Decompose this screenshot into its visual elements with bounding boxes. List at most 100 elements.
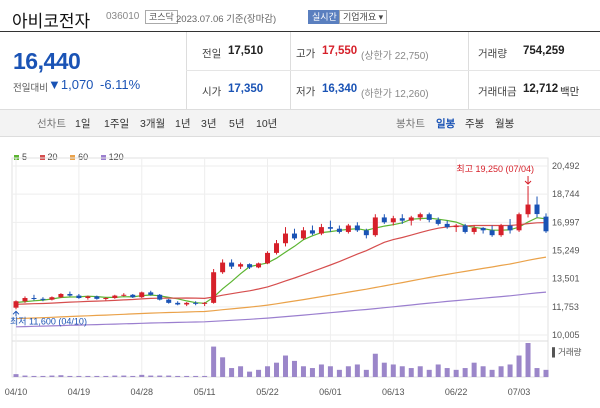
volume-label: ▌거래량: [552, 347, 582, 358]
candle-body: [256, 263, 262, 268]
candle-body: [211, 272, 217, 303]
volume-bar: [363, 369, 369, 377]
volume-bar: [184, 375, 190, 377]
candle-body: [417, 214, 423, 218]
volume-bar: [40, 375, 46, 377]
ma60-line: [15, 256, 547, 320]
period-5y[interactable]: 5년: [229, 118, 245, 130]
min-price-annotation: 최저 11,600 (04/10): [10, 316, 87, 326]
market-badge: 코스닥: [145, 10, 178, 24]
volume-bar: [265, 366, 271, 377]
candle-body: [238, 264, 244, 267]
candle-body: [94, 296, 100, 299]
candle-body: [336, 228, 342, 232]
period-3y[interactable]: 3년: [201, 118, 217, 130]
candle-body: [444, 223, 450, 228]
candle-body: [525, 204, 531, 215]
trade-amount-value: 12,712: [523, 83, 559, 95]
candle-body: [534, 204, 540, 215]
candle-body: [247, 264, 253, 268]
change-value: ▼1,070: [48, 77, 94, 92]
volume-bar: [58, 375, 64, 377]
candle-monthly[interactable]: 월봉: [495, 118, 515, 130]
period-1y[interactable]: 1년: [175, 118, 191, 130]
divider: [186, 70, 600, 71]
y-tick-label: 11,753: [552, 302, 579, 312]
candle-body: [399, 218, 405, 221]
candle-body: [282, 233, 288, 244]
period-bar: [0, 109, 600, 137]
candle-body: [175, 302, 181, 305]
volume-bar: [193, 375, 199, 377]
prev-close-value: 17,510: [228, 45, 264, 57]
x-tick-label: 06/01: [319, 387, 342, 397]
candle-body: [103, 298, 109, 300]
volume-bar: [318, 364, 324, 377]
candle-body: [372, 217, 378, 236]
candle-body: [300, 230, 306, 239]
price-chart[interactable]: 20,492 18,744 16,997 15,249 13,501 11,753 10,0…: [0, 145, 600, 408]
x-tick-label: 04/28: [130, 387, 153, 397]
open-label: 시가: [202, 86, 222, 98]
volume-bar: [247, 371, 253, 377]
prev-close-label: 전일: [202, 48, 222, 60]
period-1d[interactable]: 1일: [75, 118, 91, 130]
candle-body: [121, 294, 127, 296]
volume-bar: [435, 364, 441, 377]
volume-bar: [202, 375, 208, 377]
volume-bar: [31, 375, 37, 377]
candle-body: [67, 293, 73, 296]
period-3m[interactable]: 3개월: [140, 118, 166, 130]
volume-bar: [211, 346, 217, 377]
min-arrow: [12, 310, 20, 317]
volume-bar: [381, 362, 387, 377]
period-1w[interactable]: 1주일: [104, 118, 130, 130]
x-tick-label: 05/22: [256, 387, 279, 397]
x-tick-label: 07/03: [508, 387, 531, 397]
volume-bar: [229, 368, 235, 377]
candle-body: [85, 296, 91, 299]
realtime-button[interactable]: 실시간: [308, 10, 341, 24]
candle-body: [31, 298, 37, 300]
header-divider: [0, 31, 600, 32]
base-date: 2023.07.06 기준(장마감): [176, 14, 277, 25]
candle-body: [507, 225, 513, 231]
volume-bar: [166, 375, 172, 377]
y-tick-label: 15,249: [552, 246, 580, 256]
candle-weekly[interactable]: 주봉: [465, 118, 485, 130]
candle-body: [426, 214, 432, 220]
volume-bar: [22, 375, 28, 377]
candle-body: [139, 292, 145, 298]
company-info-dropdown[interactable]: 기업개요 ▾: [339, 10, 388, 24]
candle-body: [291, 233, 297, 239]
candle-body: [327, 227, 333, 229]
candle-body: [220, 262, 226, 273]
candle-body: [202, 302, 208, 304]
volume-bar: [354, 364, 360, 377]
low-label: 저가: [296, 86, 316, 98]
candle-body: [480, 227, 486, 231]
change-percent: -6.11%: [100, 77, 141, 92]
candle-body: [309, 230, 315, 234]
line-chart-label[interactable]: 선차트: [37, 118, 66, 130]
period-10y[interactable]: 10년: [256, 118, 278, 130]
candle-body: [13, 301, 19, 308]
y-tick-label: 16,997: [552, 217, 580, 227]
volume-bar: [408, 368, 414, 377]
candle-chart-label[interactable]: 봉차트: [396, 118, 425, 130]
candle-daily[interactable]: 일봉: [436, 118, 456, 130]
candle-body: [462, 225, 468, 232]
volume-bar: [444, 368, 450, 377]
volume-bar: [525, 343, 531, 377]
x-tick-label: 04/19: [68, 387, 91, 397]
volume-bar: [372, 353, 378, 377]
volume-bar: [498, 366, 504, 377]
candle-body: [193, 302, 199, 304]
y-tick-label: 10,005: [552, 330, 580, 340]
volume-bar: [516, 355, 522, 377]
volume-bar: [256, 369, 262, 377]
change-label: 전일대비: [13, 83, 48, 94]
volume-bar: [390, 364, 396, 377]
volume-bar: [130, 375, 136, 377]
volume-bar: [507, 364, 513, 377]
